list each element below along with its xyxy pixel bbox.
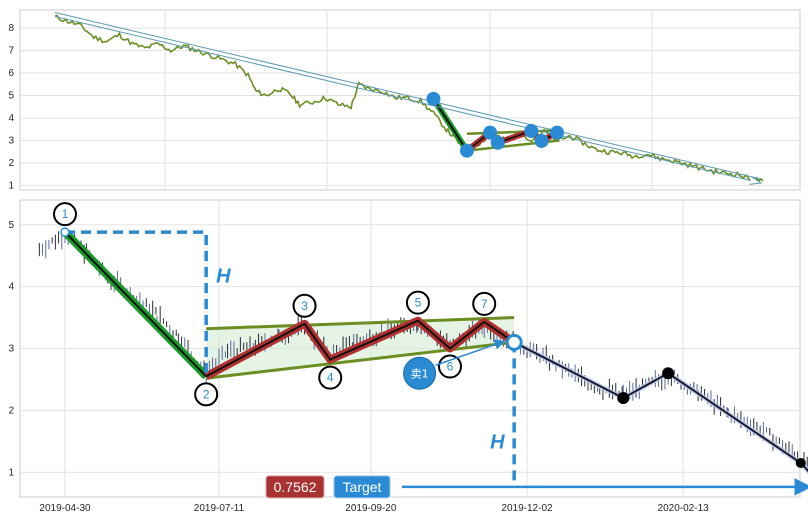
overview-y-tick-1: 1 xyxy=(8,181,14,192)
detail-x-tick-3: 2019-12-02 xyxy=(501,503,553,514)
detail-post-point-2 xyxy=(662,367,675,380)
overview-trend-arrow xyxy=(54,16,761,184)
detail-sell-arrow xyxy=(435,339,506,366)
overview-pattern-marker-5 xyxy=(524,124,539,139)
detail-y-tick-4: 4 xyxy=(8,282,14,293)
overview-pattern-marker-7 xyxy=(550,125,565,140)
height-label-h: H xyxy=(216,265,231,287)
overview-channel-line-0 xyxy=(466,129,560,135)
overview-pattern-marker-6 xyxy=(534,133,549,148)
overview-pattern-marker-3 xyxy=(483,125,498,140)
detail-breakout-marker xyxy=(505,333,523,351)
detail-y-tick-3: 3 xyxy=(8,344,14,355)
detail-post-point-1 xyxy=(617,392,630,404)
detail-point-label-7: 7 xyxy=(481,297,488,311)
detail-channel-upper xyxy=(206,316,515,331)
detail-y-tick-5: 5 xyxy=(8,220,14,231)
detail-y-ticks: 1 2 3 4 5 xyxy=(8,220,14,479)
detail-point-label-4: 4 xyxy=(327,371,334,385)
detail-y-tick-2: 2 xyxy=(8,405,14,416)
detail-x-ticks: 2019-04-30 2019-07-11 2019-09-20 2019-12-02… xyxy=(39,503,709,514)
detail-start-marker xyxy=(60,227,70,237)
overview-y-tick-5: 5 xyxy=(8,91,14,102)
detail-point-label-5: 5 xyxy=(415,296,422,310)
target-value-box xyxy=(265,475,325,499)
detail-x-tick-4: 2020-02-13 xyxy=(658,503,710,514)
target-annotation: 0.7562 Target xyxy=(265,475,391,499)
overview-y-tick-6: 6 xyxy=(8,68,14,79)
target-value: 0.7562 xyxy=(274,479,317,495)
target-label-box xyxy=(333,475,391,499)
detail-point-label-ring-6 xyxy=(438,354,462,379)
detail-x-tick-1: 2019-07-11 xyxy=(194,503,245,514)
detail-post-point-3 xyxy=(795,457,806,468)
detail-point-label-2: 2 xyxy=(203,387,210,401)
overview-pattern-marker-2 xyxy=(459,143,474,158)
overview-y-tick-2: 2 xyxy=(8,158,14,169)
detail-point-label-ring-7 xyxy=(472,291,497,316)
detail-point-label-1: 1 xyxy=(62,207,69,221)
overview-pattern-marker-1 xyxy=(426,91,441,106)
overview-y-ticks: 1 2 3 4 5 6 7 8 xyxy=(8,23,14,192)
sell-marker: 卖1 xyxy=(403,356,437,390)
detail-up-legs-core xyxy=(205,319,515,378)
detail-x-tick-2: 2019-09-20 xyxy=(345,503,397,514)
detail-point-label-3: 3 xyxy=(301,299,308,313)
detail-y-tick-1: 1 xyxy=(8,467,14,478)
overview-trend-arrow-upper xyxy=(54,12,762,180)
detail-x-tick-0: 2019-04-30 xyxy=(39,503,91,514)
detail-content: 1 2 3 4 5 6 7 xyxy=(38,202,808,496)
detail-point-label-ring-5 xyxy=(405,290,430,315)
detail-channel-lower xyxy=(205,340,515,380)
sell-marker-label: 卖1 xyxy=(411,367,429,380)
detail-point-label-6: 6 xyxy=(447,360,454,374)
overview-y-tick-3: 3 xyxy=(8,136,14,147)
detail-down-leg-core xyxy=(64,231,207,378)
detail-point-label-ring-1 xyxy=(53,202,77,227)
sell-marker-circle xyxy=(403,356,437,390)
overview-grid xyxy=(20,10,800,190)
overview-pattern-marker-4 xyxy=(490,135,505,150)
overview-price-line xyxy=(54,14,764,183)
detail-point-label-ring-2 xyxy=(194,382,219,407)
overview-panel: 1 2 3 4 5 6 7 8 xyxy=(8,9,801,192)
detail-point-label-ring-3 xyxy=(292,293,317,318)
overview-y-tick-4: 4 xyxy=(8,113,14,124)
overview-y-tick-8: 8 xyxy=(8,23,14,34)
target-label: Target xyxy=(343,479,382,495)
detail-point-label-ring-4 xyxy=(318,365,343,390)
projection-label-h: H xyxy=(490,431,505,453)
overview-y-tick-7: 7 xyxy=(8,46,14,57)
overview-content xyxy=(54,12,764,184)
